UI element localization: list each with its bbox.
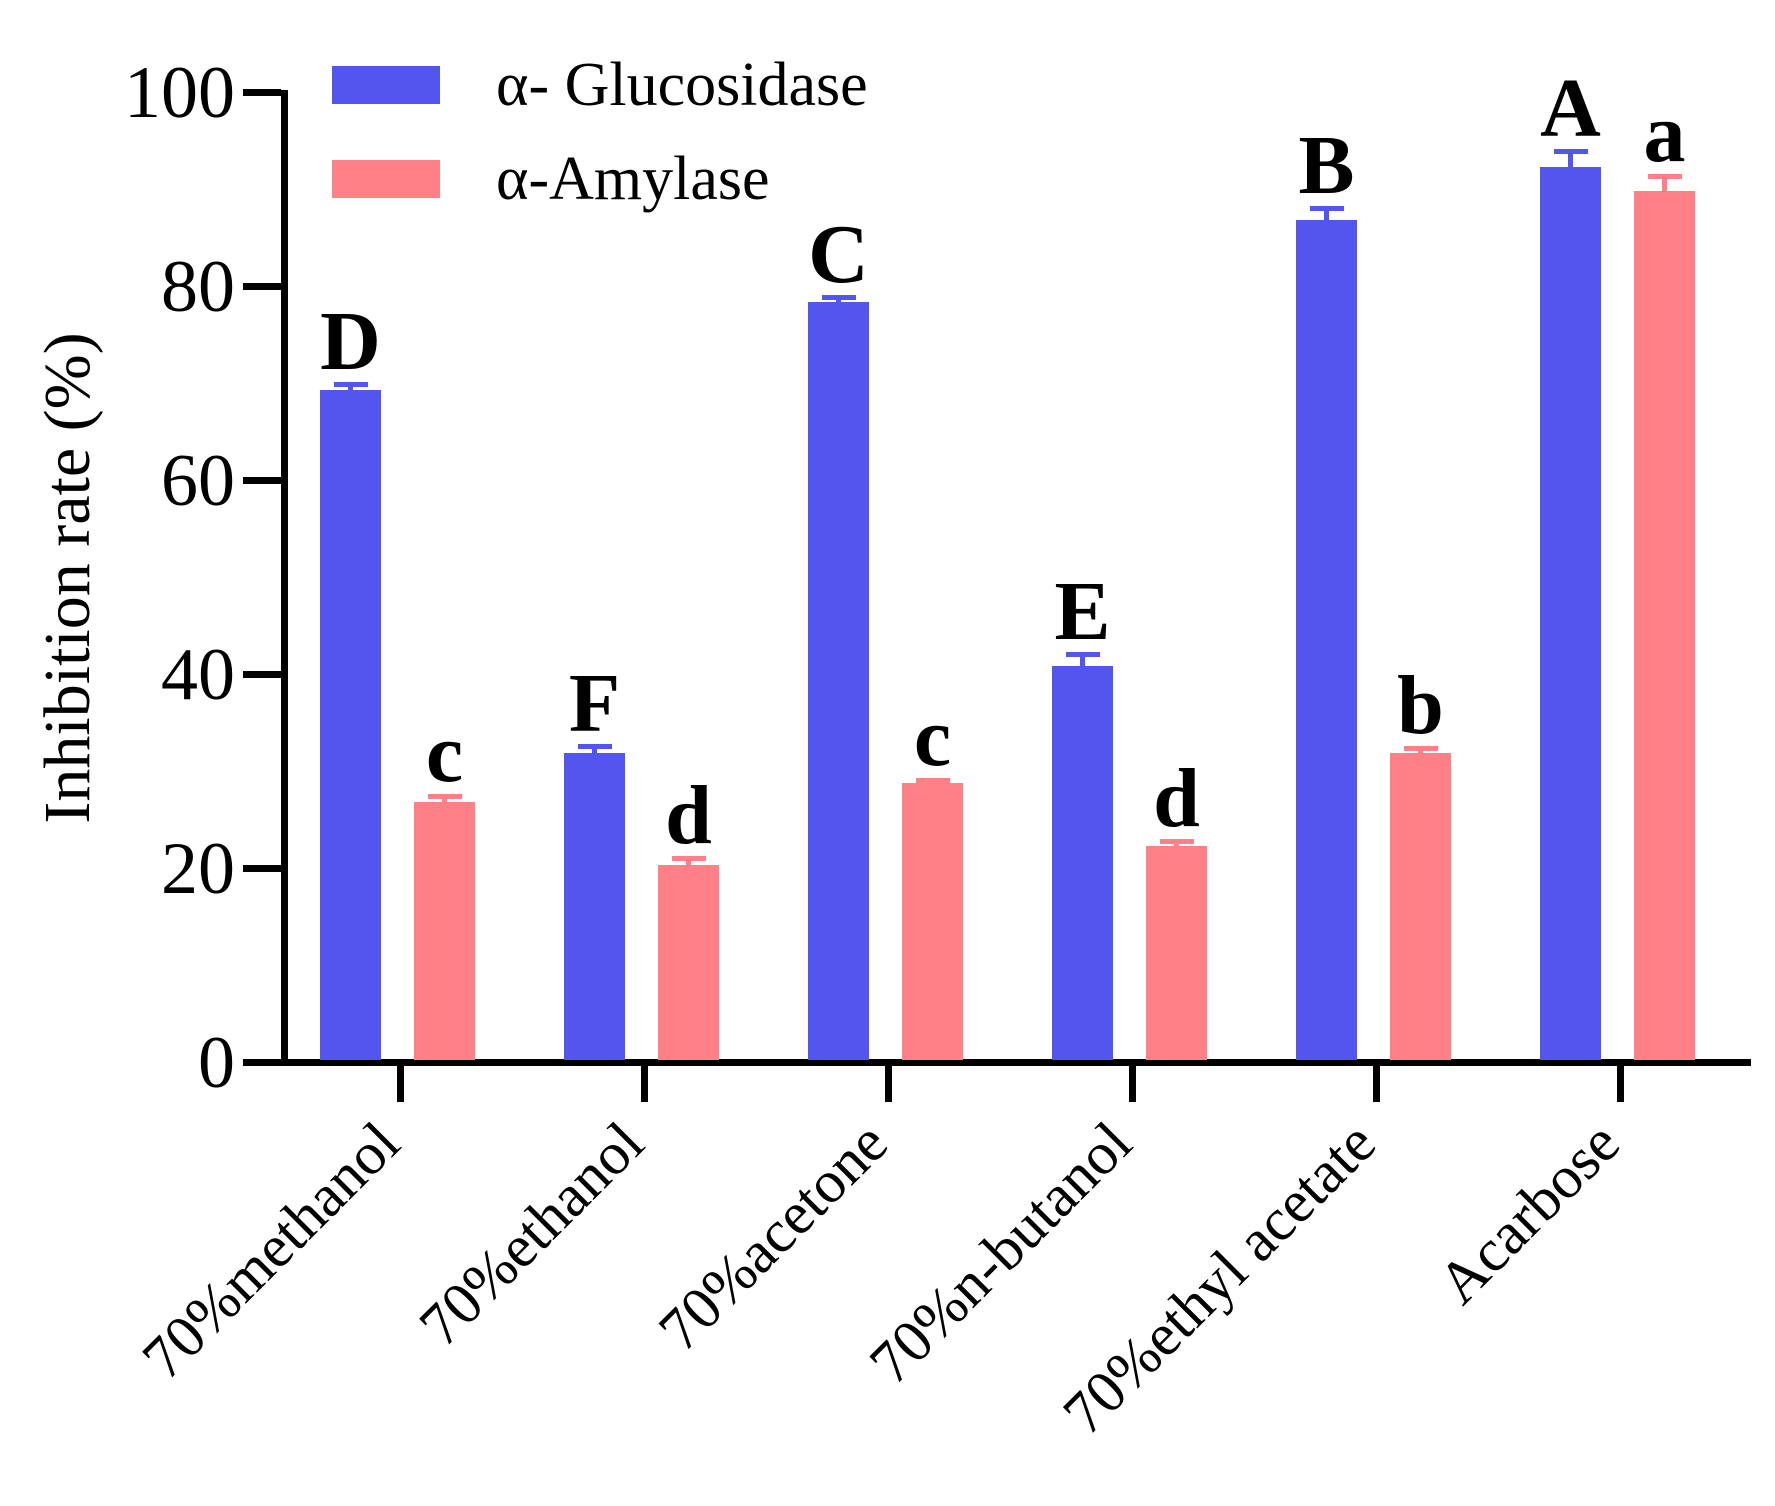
error-bar-cap	[1065, 651, 1100, 657]
error-bar-stem	[1324, 206, 1329, 220]
bar-glucosidase	[1540, 166, 1601, 1060]
x-tick-mark	[1373, 1066, 1380, 1102]
bar-glucosidase	[1296, 219, 1357, 1060]
error-bar-cap	[671, 856, 706, 862]
significance-letter: B	[1298, 119, 1355, 213]
y-axis-line	[281, 90, 288, 1066]
x-tick-mark	[641, 1066, 648, 1102]
bar-amylase	[1634, 190, 1695, 1060]
error-bar-cap	[427, 794, 462, 800]
y-tick-label: 40	[161, 633, 235, 716]
significance-letter: d	[665, 769, 712, 863]
significance-letter: c	[913, 690, 952, 784]
bar-glucosidase	[320, 389, 381, 1060]
y-axis-title: Inhibition rate (%)	[31, 332, 104, 824]
bar-glucosidase	[1052, 666, 1113, 1060]
y-tick-label: 20	[161, 827, 235, 910]
error-bar-cap	[1647, 174, 1682, 180]
error-bar-cap	[1553, 149, 1588, 155]
bar-glucosidase	[564, 753, 625, 1060]
x-tick-mark	[885, 1066, 892, 1102]
y-tick-label: 60	[161, 439, 235, 522]
bar-amylase	[414, 801, 475, 1060]
significance-letter: C	[808, 207, 869, 301]
significance-letter: c	[425, 707, 464, 801]
error-bar-stem	[1662, 174, 1667, 191]
significance-letter: d	[1153, 751, 1200, 845]
error-bar-cap	[577, 743, 612, 749]
y-tick-mark	[243, 477, 281, 484]
y-tick-mark	[243, 865, 281, 872]
bar-amylase	[1390, 753, 1451, 1060]
error-bar-cap	[1159, 838, 1194, 844]
x-tick-mark	[1617, 1066, 1624, 1102]
y-tick-mark	[243, 671, 281, 678]
bar-amylase	[1146, 845, 1207, 1060]
legend-item-amylase: α-Amylase	[332, 148, 868, 210]
y-tick-mark	[243, 283, 281, 290]
amylase-swatch	[332, 160, 440, 198]
error-bar-stem	[1080, 651, 1085, 667]
significance-letter: D	[320, 294, 381, 388]
significance-letter: E	[1054, 564, 1111, 658]
error-bar-cap	[1403, 745, 1438, 751]
x-tick-mark	[397, 1066, 404, 1102]
y-tick-label: 100	[124, 51, 235, 134]
legend-label-amylase: α-Amylase	[496, 145, 770, 213]
bar-amylase	[902, 782, 963, 1060]
y-tick-mark	[243, 1059, 281, 1066]
error-bar-cap	[821, 294, 856, 300]
legend-label-glucosidase: α- Glucosidase	[496, 51, 868, 119]
bar-amylase	[658, 865, 719, 1060]
significance-letter: F	[568, 656, 621, 750]
legend: α- Glucosidase α-Amylase	[332, 54, 868, 210]
error-bar-cap	[915, 777, 950, 783]
y-tick-label: 80	[161, 245, 235, 328]
glucosidase-swatch	[332, 66, 440, 104]
bar-glucosidase	[808, 302, 869, 1060]
y-tick-label: 0	[198, 1021, 235, 1104]
x-axis-line	[281, 1059, 1751, 1066]
y-tick-mark	[243, 89, 281, 96]
error-bar-cap	[333, 381, 368, 387]
legend-item-glucosidase: α- Glucosidase	[332, 54, 868, 116]
x-tick-mark	[1129, 1066, 1136, 1102]
error-bar-stem	[1568, 149, 1573, 167]
error-bar-cap	[1309, 206, 1344, 212]
significance-letter: b	[1397, 658, 1444, 752]
significance-letter: a	[1643, 87, 1686, 181]
significance-letter: A	[1540, 62, 1601, 156]
